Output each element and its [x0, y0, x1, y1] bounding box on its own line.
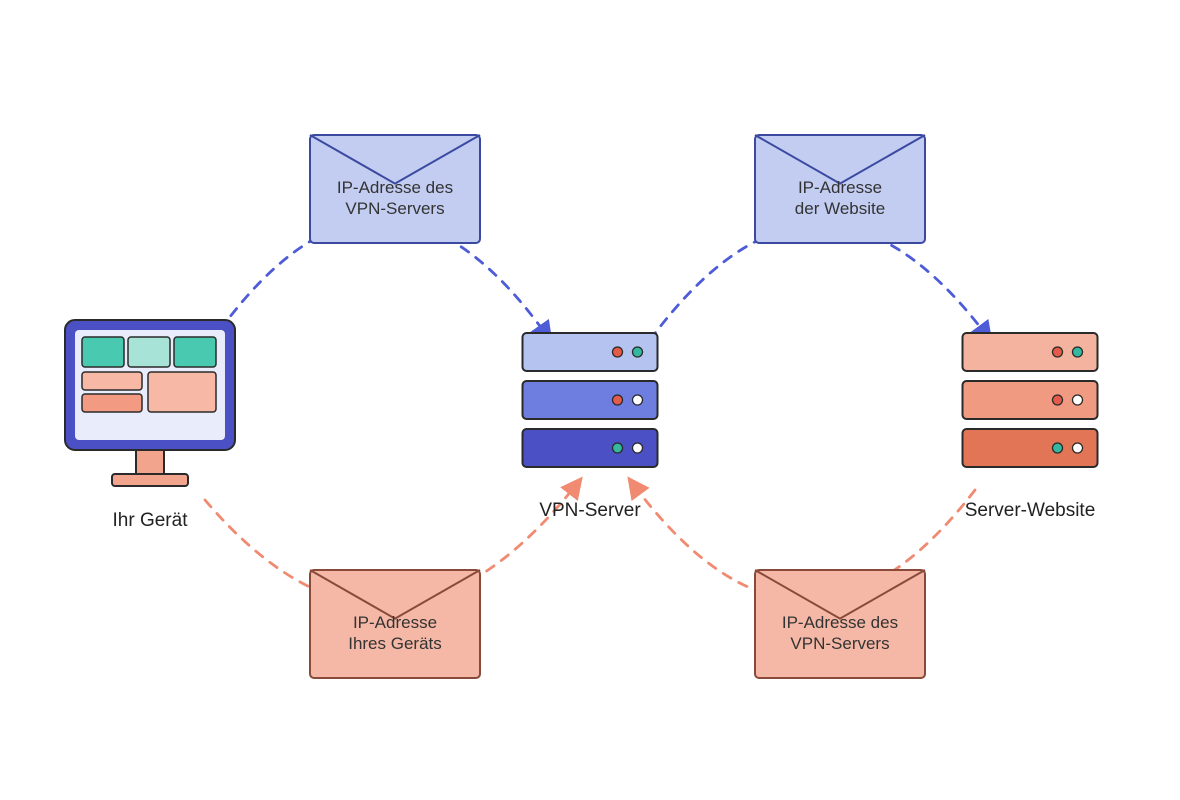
vpn-server-icon: [523, 333, 658, 467]
envelope-icon: IP-Adresse desVPN-Servers: [310, 135, 480, 243]
envelope-icon: IP-AdresseIhres Geräts: [310, 570, 480, 678]
envelope-icon: IP-Adresseder Website: [755, 135, 925, 243]
device-label: Ihr Gerät: [113, 510, 188, 532]
website-server-icon: [963, 333, 1098, 467]
envelope-icon: IP-Adresse desVPN-Servers: [755, 570, 925, 678]
website-label: Server-Website: [965, 500, 1096, 522]
vpn-label: VPN-Server: [539, 500, 640, 522]
monitor-icon: [65, 320, 235, 486]
